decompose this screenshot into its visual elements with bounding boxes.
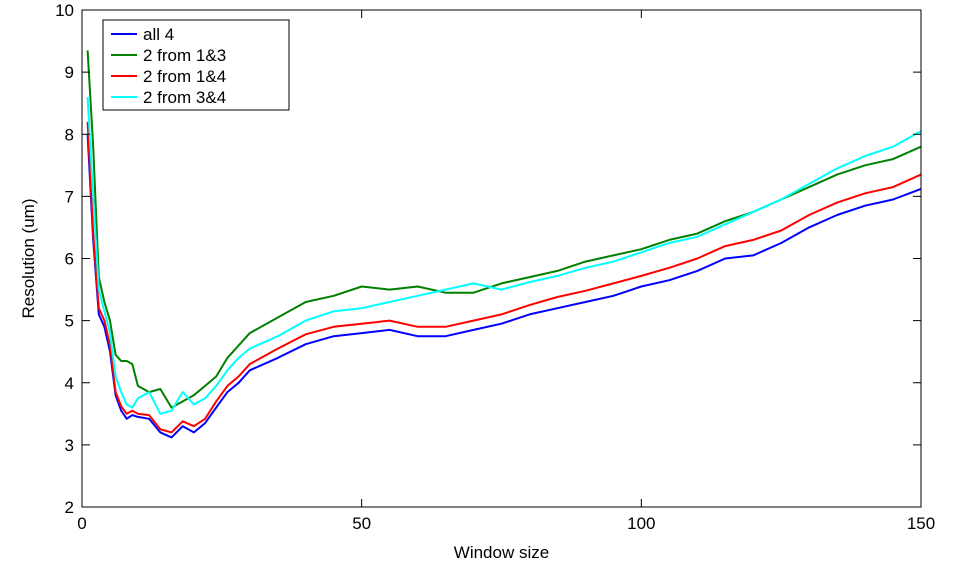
- legend-label-4: 2 from 3&4: [143, 88, 226, 107]
- y-tick-label: 8: [65, 125, 74, 144]
- y-tick-label: 6: [65, 250, 74, 269]
- legend-label-1: all 4: [143, 25, 174, 44]
- x-tick-label: 100: [627, 514, 655, 533]
- series-line-3: [86, 121, 922, 434]
- x-tick-label: 0: [77, 514, 86, 533]
- y-tick-label: 2: [65, 498, 74, 517]
- x-tick-label: 150: [907, 514, 935, 533]
- legend-label-3: 2 from 1&4: [143, 67, 226, 86]
- x-axis-title: Window size: [454, 543, 549, 562]
- legend: all 4 2 from 1&3 2 from 1&4 2 from 3&4: [102, 19, 290, 111]
- y-tick-label: 9: [65, 63, 74, 82]
- y-tick-label: 4: [65, 374, 74, 393]
- y-tick-label: 5: [65, 312, 74, 331]
- series-line-4: [86, 96, 922, 415]
- y-tick-label: 7: [65, 187, 74, 206]
- y-tick-label: 3: [65, 436, 74, 455]
- series-line-2: [86, 50, 922, 409]
- series-line-1: [86, 134, 922, 439]
- axis-ticks: 0 50 100 150 2 3 4 5 6 7 8 9 10: [55, 1, 935, 533]
- x-tick-label: 50: [352, 514, 371, 533]
- y-tick-label: 10: [55, 1, 74, 20]
- series-layer: [86, 50, 922, 439]
- y-axis-title: Resolution (um): [19, 199, 38, 319]
- legend-label-2: 2 from 1&3: [143, 46, 226, 65]
